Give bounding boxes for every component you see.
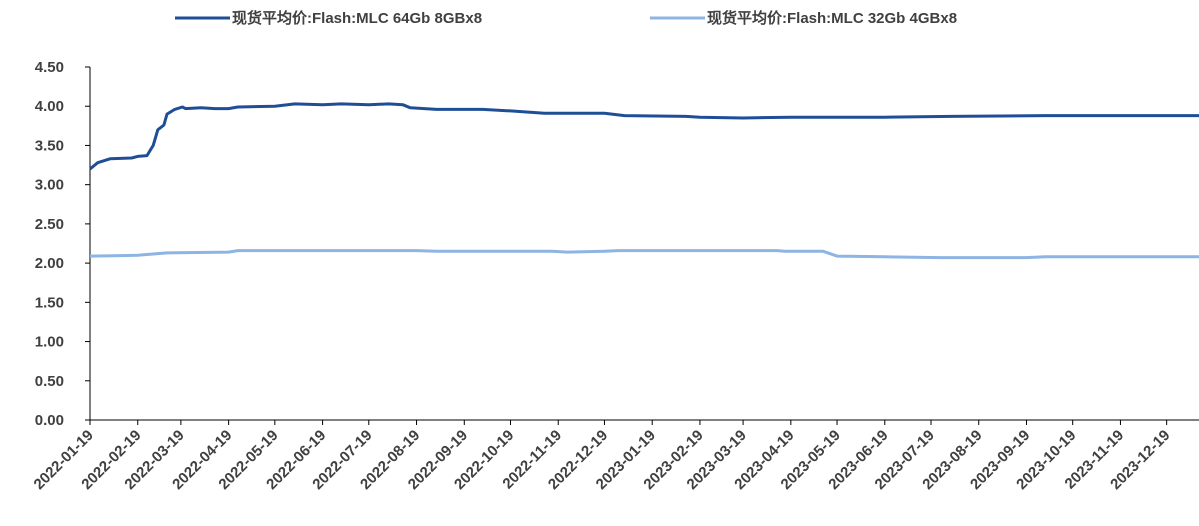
y-tick-label: 2.00: [35, 255, 64, 272]
y-tick-label: 3.50: [35, 137, 64, 154]
y-tick-label: 1.50: [35, 294, 64, 311]
y-tick-label: 2.50: [35, 216, 64, 233]
series-line: [89, 102, 1199, 171]
legend-label: 现货平均价:Flash:MLC 64Gb 8GBx8: [232, 9, 482, 27]
y-tick-label: 4.50: [35, 59, 64, 76]
y-tick-label: 3.00: [35, 177, 64, 194]
legend-label: 现货平均价:Flash:MLC 32Gb 4GBx8: [707, 9, 957, 27]
y-tick-label: 1.00: [35, 334, 64, 351]
y-tick-label: 0.50: [35, 373, 64, 390]
series-line: [89, 249, 1199, 260]
y-tick-label: 4.00: [35, 98, 64, 115]
y-tick-label: 0.00: [35, 412, 64, 429]
